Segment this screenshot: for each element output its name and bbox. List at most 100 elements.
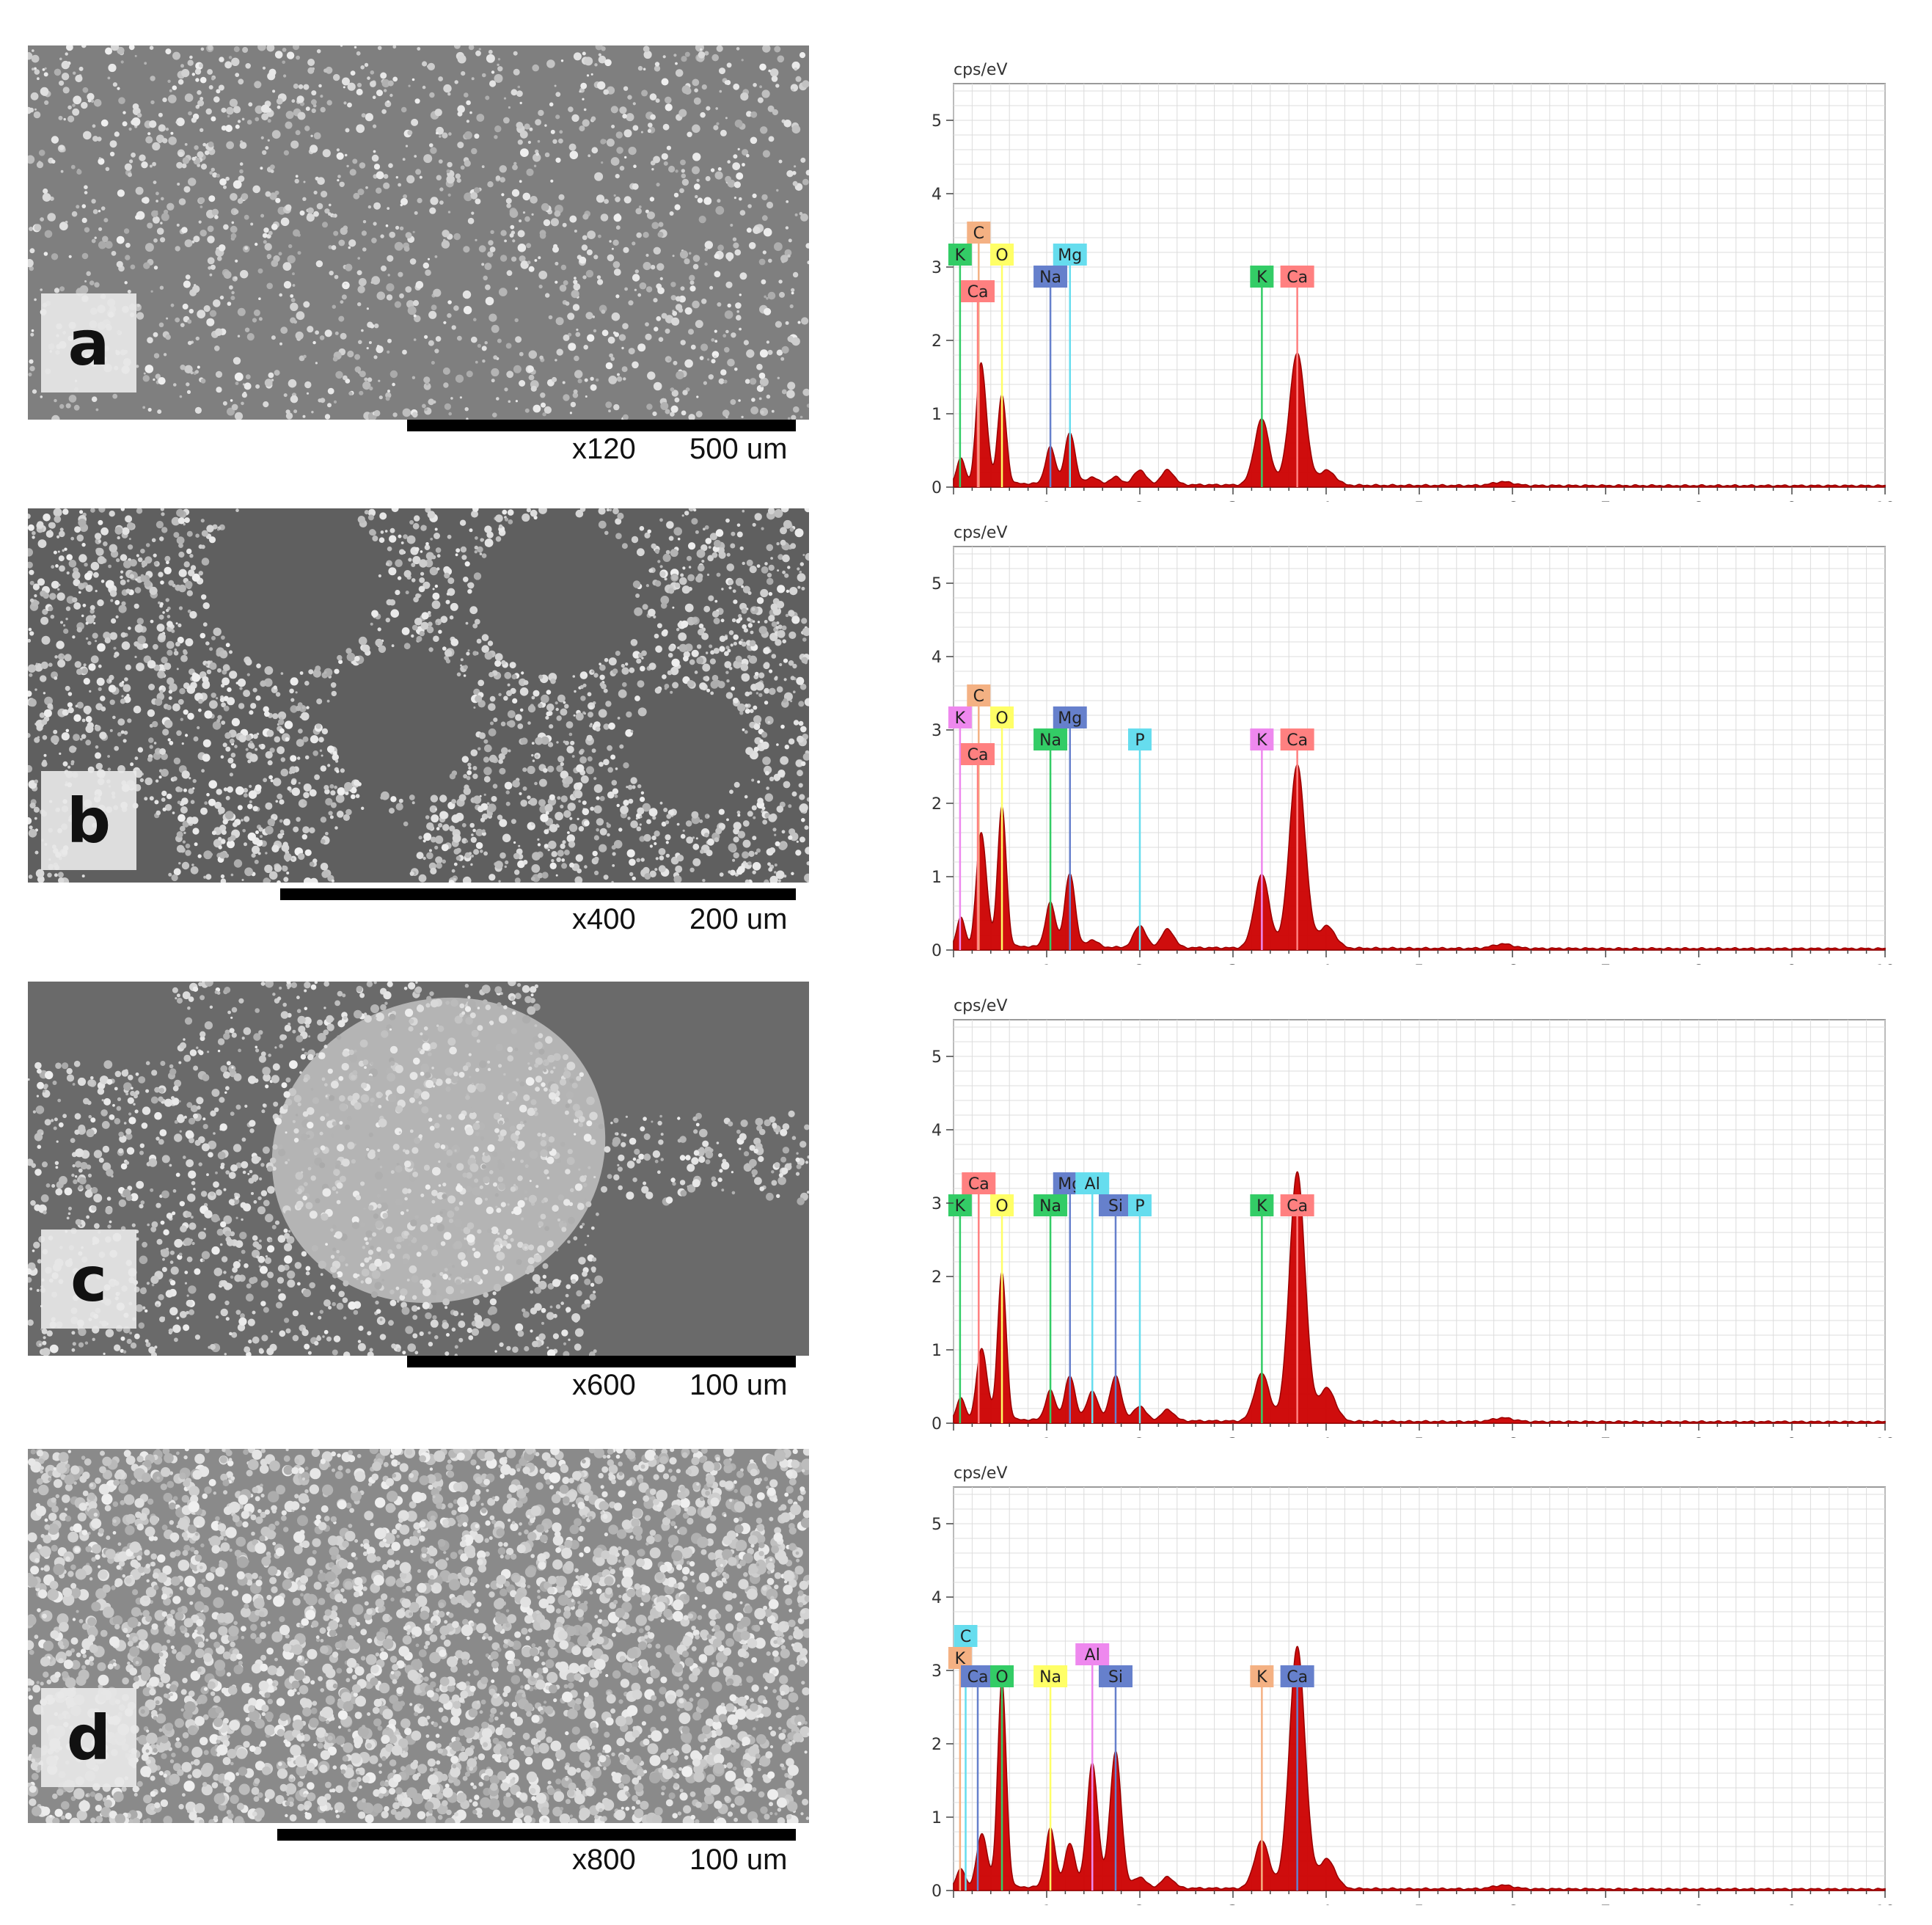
sem-grain xyxy=(775,676,778,679)
sem-grain xyxy=(805,169,809,176)
sem-grain xyxy=(135,215,140,220)
sem-grain xyxy=(29,359,34,364)
sem-grain xyxy=(468,45,475,51)
element-label: O xyxy=(995,709,1008,728)
sem-grain xyxy=(634,269,639,274)
sem-grain xyxy=(551,851,557,858)
sem-grain xyxy=(738,616,743,621)
sem-grain xyxy=(185,274,191,280)
sem-grain xyxy=(800,726,807,733)
sem-grain xyxy=(730,224,733,227)
sem-grain xyxy=(761,731,768,738)
sem-grain xyxy=(414,1215,419,1219)
sem-grain xyxy=(806,861,809,866)
sem-grain xyxy=(546,59,555,68)
sem-grain xyxy=(552,139,557,144)
sem-grain xyxy=(54,288,60,293)
sem-grain xyxy=(416,1004,425,1012)
sem-grain xyxy=(659,801,663,805)
sem-grain xyxy=(28,664,37,673)
sem-grain xyxy=(252,734,258,739)
sem-grain xyxy=(334,274,339,280)
sem-grain xyxy=(530,196,538,204)
sem-grain xyxy=(202,676,209,683)
sem-grain xyxy=(351,794,356,800)
sem-grain xyxy=(97,643,106,652)
sem-grain xyxy=(340,45,343,47)
sem-grain xyxy=(466,370,473,378)
sem-grain xyxy=(378,574,381,578)
sem-grain xyxy=(615,174,620,179)
sem-grain xyxy=(533,404,541,413)
sem-grain xyxy=(700,48,703,51)
sem-grain xyxy=(664,577,667,581)
sem-grain xyxy=(564,704,569,709)
sem-grain xyxy=(83,678,90,685)
sem-grain xyxy=(209,647,213,651)
sem-grain xyxy=(646,403,653,410)
sem-grain xyxy=(191,117,197,123)
sem-grain xyxy=(733,242,739,249)
sem-grain xyxy=(185,843,191,849)
sem-grain xyxy=(186,382,190,387)
sem-grain xyxy=(771,409,775,413)
sem-grain xyxy=(117,189,125,197)
sem-grain xyxy=(588,712,593,718)
sem-grain xyxy=(392,382,395,387)
sem-grain xyxy=(266,254,272,259)
sem-grain xyxy=(145,136,153,144)
sem-grain xyxy=(726,818,729,822)
sem-grain xyxy=(456,672,461,677)
sem-grain xyxy=(492,783,498,789)
sem-grain xyxy=(663,398,667,402)
sem-grain xyxy=(557,756,565,763)
sem-grain xyxy=(211,167,215,172)
sem-grain xyxy=(126,693,130,698)
sem-grain xyxy=(416,1252,422,1257)
element-label: Mg xyxy=(1058,246,1082,265)
sem-grain xyxy=(479,552,483,555)
sem-grain xyxy=(164,209,169,214)
sem-grain xyxy=(197,365,200,369)
sem-grain xyxy=(453,862,458,866)
sem-grain xyxy=(747,623,753,628)
sem-grain xyxy=(777,585,786,593)
sem-grain xyxy=(411,412,418,418)
sem-grain xyxy=(546,704,555,712)
sem-grain xyxy=(301,834,307,840)
sem-grain xyxy=(345,1263,348,1267)
sem-grain xyxy=(421,1106,429,1114)
sem-grain xyxy=(267,818,275,826)
sem-grain xyxy=(506,270,513,277)
sem-grain xyxy=(714,271,721,277)
sem-grain xyxy=(105,580,114,589)
sem-grain xyxy=(227,840,235,849)
sem-grain xyxy=(334,331,339,335)
sem-grain xyxy=(582,119,590,127)
sem-grain xyxy=(411,118,419,126)
sem-grain xyxy=(514,877,521,883)
sem-grain xyxy=(341,1158,350,1167)
sem-grain xyxy=(700,343,709,351)
sem-grain xyxy=(178,543,183,548)
sem-grain xyxy=(316,1019,323,1026)
sem-grain xyxy=(642,604,648,610)
sem-grain xyxy=(369,386,373,391)
sem-grain xyxy=(636,232,642,238)
sem-grain xyxy=(359,370,366,378)
sem-grain xyxy=(29,248,35,254)
sem-grain xyxy=(678,643,687,652)
sem-grain xyxy=(128,127,132,131)
sem-grain xyxy=(665,328,670,334)
sem-grain xyxy=(242,829,246,833)
sem-grain xyxy=(178,623,182,627)
sem-grain xyxy=(671,390,678,397)
sem-grain xyxy=(378,379,381,382)
sem-grain xyxy=(200,807,208,815)
sem-grain xyxy=(174,648,178,651)
sem-grain xyxy=(154,1345,158,1349)
sem-grain xyxy=(586,249,593,255)
sem-grain xyxy=(508,519,513,525)
sem-grain xyxy=(129,559,137,567)
sem-grain xyxy=(91,238,96,244)
